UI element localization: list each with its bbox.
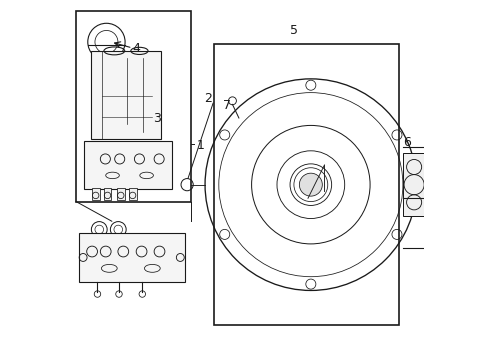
Bar <box>91 51 161 139</box>
Bar <box>79 233 184 282</box>
Bar <box>103 188 111 201</box>
Bar <box>83 140 171 189</box>
Text: 2: 2 <box>203 92 211 105</box>
Bar <box>92 188 100 201</box>
Bar <box>117 188 124 201</box>
Bar <box>402 153 425 216</box>
Bar <box>128 188 136 201</box>
Bar <box>76 12 190 202</box>
Text: 4: 4 <box>132 41 140 54</box>
Bar <box>214 44 398 325</box>
Text: 7: 7 <box>223 99 231 112</box>
Text: 6: 6 <box>402 136 410 149</box>
Circle shape <box>299 173 322 196</box>
Text: 1: 1 <box>197 139 204 152</box>
Text: 3: 3 <box>153 112 161 125</box>
Text: 5: 5 <box>289 24 297 37</box>
